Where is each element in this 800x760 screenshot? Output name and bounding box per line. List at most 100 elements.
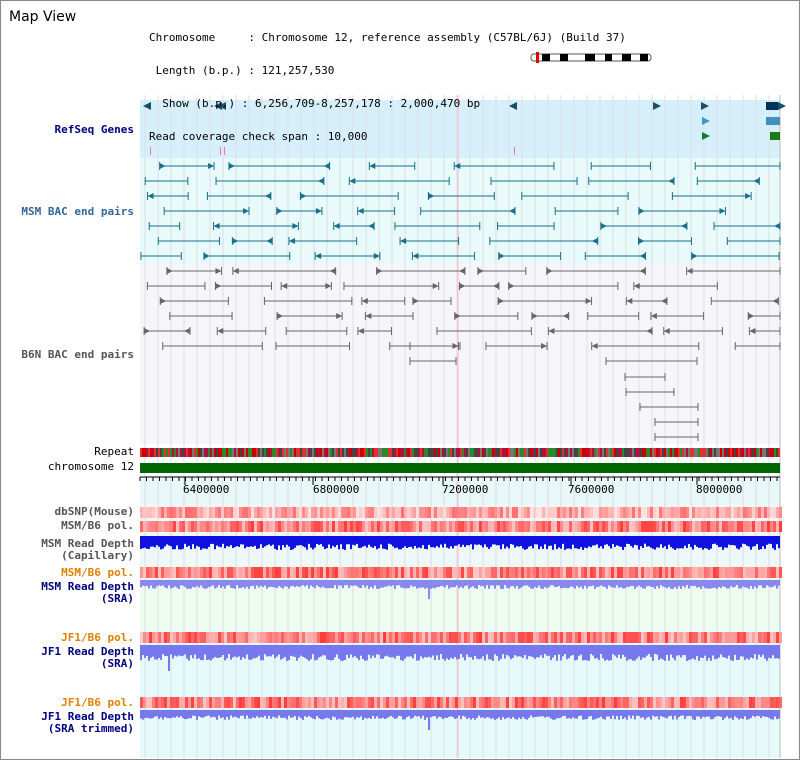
track-label-jf1-depth-trimmed[interactable]: JF1 Read Depth — [41, 710, 134, 723]
read-depth-bar — [398, 580, 400, 586]
read-depth-bar — [676, 580, 678, 589]
msm-bac-pair — [745, 193, 752, 199]
polymorphism-cell — [311, 697, 314, 708]
read-depth-bar — [582, 580, 584, 589]
read-depth-bar — [720, 580, 722, 589]
read-depth-bar — [692, 536, 694, 550]
read-depth-bar — [368, 710, 370, 718]
polymorphism-cell — [272, 697, 275, 708]
read-depth-bar — [314, 536, 316, 548]
read-depth-bar — [562, 536, 564, 544]
polymorphism-cell — [572, 697, 575, 708]
read-depth-bar — [414, 645, 416, 654]
track-label-refseq-genes[interactable]: RefSeq Genes — [54, 123, 134, 136]
polymorphism-cell — [755, 632, 758, 643]
read-depth-bar — [308, 536, 310, 544]
polymorphism-cell — [500, 632, 503, 643]
read-depth-bar — [232, 580, 234, 589]
repeat-segment — [320, 448, 322, 457]
read-depth-bar — [580, 710, 582, 716]
polymorphism-cell — [668, 697, 671, 708]
axis-tick-label: 8000000 — [696, 483, 743, 496]
read-depth-bar — [320, 645, 322, 657]
polymorphism-cell — [776, 697, 779, 708]
read-depth-bar — [466, 710, 468, 720]
read-depth-bar — [528, 645, 530, 657]
read-depth-bar — [330, 580, 332, 589]
read-depth-bar — [340, 710, 342, 720]
msm-bac-pair — [242, 208, 249, 214]
repeat-segment — [430, 448, 432, 457]
read-depth-bar — [300, 710, 302, 719]
repeat-segment — [612, 448, 614, 457]
read-depth-bar — [158, 536, 160, 547]
polymorphism-cell — [404, 507, 407, 518]
read-depth-bar — [160, 645, 162, 660]
track-label-jf1-b6-pol-2[interactable]: JF1/B6 pol. — [61, 696, 134, 709]
polymorphism-cell — [362, 567, 365, 578]
polymorphism-cell — [206, 697, 209, 708]
read-depth-bar — [350, 645, 352, 655]
read-depth-bar — [696, 710, 698, 717]
polymorphism-cell — [635, 697, 638, 708]
read-depth-bar — [568, 710, 570, 719]
read-depth-bar — [550, 645, 552, 661]
read-depth-bar — [428, 536, 430, 545]
read-depth-bar — [168, 580, 170, 586]
read-depth-bar — [504, 580, 506, 585]
polymorphism-cell — [500, 567, 503, 578]
polymorphism-cell — [338, 507, 341, 518]
polymorphism-cell — [239, 632, 242, 643]
repeat-segment — [268, 448, 270, 457]
track-label-dbsnp[interactable]: dbSNP(Mouse) — [54, 505, 134, 518]
track-label-msm-bac[interactable]: MSM BAC end pairs — [21, 205, 134, 218]
polymorphism-cell — [224, 507, 227, 518]
ideogram-band — [560, 54, 568, 61]
track-label-msm-depth-capillary[interactable]: MSM Read Depth — [41, 537, 134, 550]
track-label-jf1-b6-pol-1[interactable]: JF1/B6 pol. — [61, 631, 134, 644]
read-depth-bar — [408, 536, 410, 548]
repeat-segment — [752, 448, 754, 457]
polymorphism-cell — [623, 697, 626, 708]
read-depth-bar — [728, 710, 730, 719]
track-label-msm-depth-sra[interactable]: MSM Read Depth — [41, 580, 134, 593]
read-depth-bar — [684, 710, 686, 719]
read-depth-bar — [284, 536, 286, 548]
read-depth-bar — [718, 645, 720, 658]
read-depth-bar — [418, 580, 420, 588]
repeat-segment — [576, 448, 578, 457]
repeat-segment — [352, 448, 354, 457]
read-depth-bar — [140, 645, 142, 661]
read-depth-bar — [254, 710, 256, 719]
read-depth-bar — [692, 645, 694, 659]
track-label-msm-b6-pol-1[interactable]: MSM/B6 pol. — [61, 519, 134, 532]
track-label-b6n-bac[interactable]: B6N BAC end pairs — [21, 348, 134, 361]
read-depth-bar — [158, 580, 160, 586]
polymorphism-cell — [266, 507, 269, 518]
polymorphism-cell — [632, 697, 635, 708]
polymorphism-cell — [587, 521, 590, 532]
polymorphism-cell — [458, 521, 461, 532]
polymorphism-cell — [365, 697, 368, 708]
polymorphism-cell — [653, 507, 656, 518]
polymorphism-cell — [251, 632, 254, 643]
read-depth-bar — [446, 710, 448, 718]
track-label-jf1-depth-sra[interactable]: JF1 Read Depth — [41, 645, 134, 658]
polymorphism-cell — [704, 521, 707, 532]
read-depth-bar — [264, 710, 266, 716]
track-label-msm-b6-pol-2[interactable]: MSM/B6 pol. — [61, 566, 134, 579]
read-depth-bar — [278, 710, 280, 716]
read-depth-bar — [410, 645, 412, 657]
read-depth-bar — [156, 536, 158, 546]
read-depth-bar — [600, 536, 602, 547]
read-depth-bar — [750, 710, 752, 718]
polymorphism-cell — [230, 521, 233, 532]
polymorphism-cell — [629, 521, 632, 532]
read-depth-bar — [526, 580, 528, 586]
read-depth-bar — [162, 710, 164, 720]
refseq-gene — [143, 102, 151, 110]
polymorphism-cell — [425, 521, 428, 532]
read-depth-bar — [386, 710, 388, 719]
repeat-segment — [318, 448, 320, 457]
